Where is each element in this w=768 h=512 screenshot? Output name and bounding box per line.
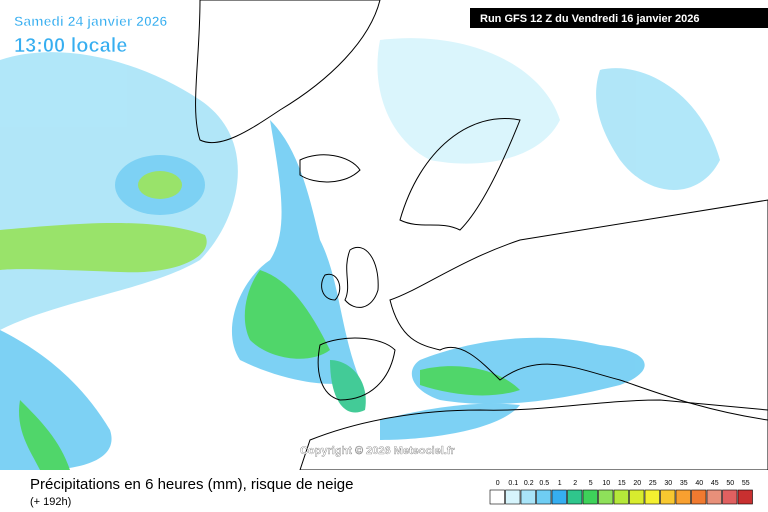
legend-swatch [598,489,614,505]
forecast-date: Samedi 24 janvier 2026 [14,13,168,29]
legend-label: 50 [726,480,734,487]
ireland [321,273,341,301]
precip-area [596,68,720,190]
legend-label: 30 [664,480,672,487]
legend-swatch [536,489,552,505]
precip-area [244,270,330,359]
legend-swatch [582,489,598,505]
legend-swatch [489,489,505,505]
great-britain [344,247,379,308]
legend-swatch [737,489,753,505]
footer-lead: (+ 192h) [30,496,71,508]
legend-label: 0.5 [539,480,549,487]
legend-label: 0 [496,480,500,487]
legend-label: 55 [742,480,750,487]
precip-area [380,403,520,440]
legend-swatch [706,489,722,505]
europe [389,199,768,421]
legend-label: 40 [695,480,703,487]
precip-area [0,223,207,273]
scandinavia [399,118,521,231]
legend-label: 45 [711,480,719,487]
legend-label: 25 [649,480,657,487]
legend-swatch [520,489,536,505]
run-info: Run GFS 12 Z du Vendredi 16 janvier 2026 [480,13,699,25]
legend-swatch [551,489,567,505]
legend-label: 0.2 [524,480,534,487]
legend-label: 10 [602,480,610,487]
legend: 0 0.1 0.2 0.5 1 2 5 10 15 20 25 30 35 40 45 50 55 [489,480,753,505]
legend-swatch [505,489,521,505]
legend-label: 35 [680,480,688,487]
legend-label: 15 [618,480,626,487]
precip-area [377,38,560,164]
legend-swatch [675,489,691,505]
coastlines [195,0,768,471]
legend-swatch [567,489,583,505]
iceland [299,154,361,183]
run-banner [470,8,768,28]
footer-title: Précipitations en 6 heures (mm), risque … [30,476,354,493]
legend-swatch [629,489,645,505]
legend-swatch [691,489,707,505]
precip-area [19,400,71,470]
legend-label: 1 [558,480,562,487]
forecast-time: 13:00 locale [14,35,127,57]
north-africa [299,399,768,471]
legend-swatch [644,489,660,505]
copyright: Copyright © 2026 Meteociel.fr [300,445,456,457]
legend-label: 2 [573,480,577,487]
iberia [317,337,396,401]
legend-label: 5 [589,480,593,487]
legend-swatch [613,489,629,505]
legend-label: 0.1 [508,480,518,487]
precip-area [138,171,182,199]
precip-area [420,366,520,396]
legend-swatch [660,489,676,505]
greenland [195,0,381,144]
legend-swatch [722,489,738,505]
legend-label: 20 [633,480,641,487]
